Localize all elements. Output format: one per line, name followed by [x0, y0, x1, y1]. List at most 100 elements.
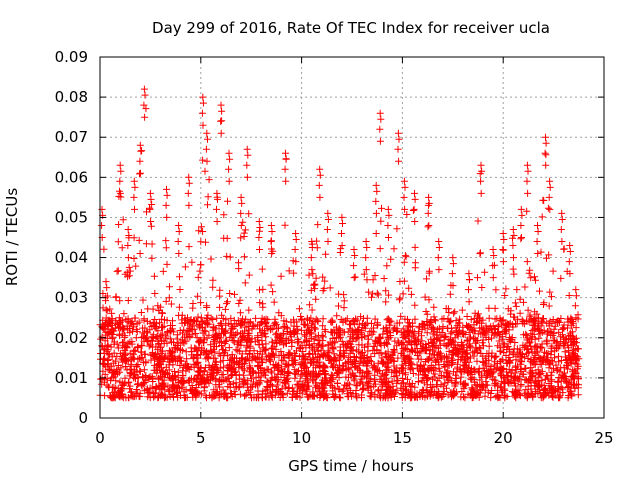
- data-point: [155, 306, 163, 314]
- data-point: [426, 392, 434, 400]
- data-point: [456, 345, 464, 353]
- data-point: [162, 244, 170, 252]
- data-point: [520, 298, 527, 306]
- data-point: [361, 343, 368, 351]
- data-point: [567, 322, 575, 330]
- data-point: [116, 177, 124, 185]
- data-point: [353, 328, 361, 336]
- data-point: [218, 107, 226, 115]
- data-point: [453, 365, 461, 373]
- data-point: [137, 381, 145, 389]
- data-point: [246, 388, 254, 396]
- data-point: [430, 367, 437, 375]
- data-point: [471, 389, 479, 396]
- data-point: [248, 375, 256, 383]
- data-point: [543, 354, 551, 362]
- data-point: [548, 293, 555, 301]
- data-point: [114, 344, 122, 352]
- data-point: [279, 391, 287, 399]
- data-point: [253, 321, 261, 329]
- data-point: [236, 309, 244, 317]
- data-point: [358, 327, 366, 335]
- data-point: [170, 355, 178, 363]
- data-point: [439, 323, 447, 331]
- data-point: [279, 336, 287, 344]
- data-point: [223, 300, 230, 308]
- data-point: [448, 324, 455, 332]
- data-point: [477, 350, 485, 357]
- data-point: [125, 232, 133, 239]
- data-point: [294, 335, 302, 343]
- data-point: [219, 346, 227, 354]
- data-point: [256, 224, 264, 231]
- data-point: [478, 284, 486, 291]
- data-point: [130, 350, 137, 358]
- data-point: [217, 117, 225, 125]
- data-point: [445, 309, 453, 316]
- data-point: [303, 379, 311, 387]
- data-point: [258, 265, 266, 273]
- data-point: [407, 290, 415, 298]
- data-point: [409, 207, 417, 214]
- data-point: [285, 349, 293, 357]
- data-point: [541, 149, 549, 157]
- data-point: [368, 327, 376, 335]
- data-point: [292, 236, 300, 243]
- data-point: [474, 217, 482, 225]
- data-point: [487, 394, 495, 402]
- data-point: [556, 342, 564, 350]
- data-point: [329, 361, 337, 369]
- data-point: [241, 279, 249, 287]
- data-point: [458, 341, 465, 349]
- data-point: [237, 209, 245, 217]
- data-point: [139, 296, 147, 304]
- data-point: [423, 375, 431, 382]
- data-point: [292, 392, 300, 400]
- data-point: [361, 358, 369, 366]
- data-point: [537, 248, 545, 256]
- data-point: [275, 388, 283, 396]
- data-point: [368, 293, 375, 301]
- data-point: [122, 356, 130, 364]
- data-point: [209, 323, 217, 331]
- data-point: [496, 343, 504, 351]
- data-point: [498, 365, 506, 373]
- data-point: [415, 355, 423, 363]
- data-point: [273, 364, 281, 372]
- data-point: [489, 322, 497, 330]
- data-point: [516, 372, 524, 380]
- data-point: [230, 316, 238, 324]
- data-point: [552, 386, 559, 394]
- data-point: [292, 258, 300, 266]
- data-point: [574, 391, 582, 399]
- data-point: [313, 343, 321, 351]
- data-point: [377, 392, 385, 400]
- data-point: [147, 195, 155, 203]
- data-point: [382, 362, 390, 370]
- x-tick-label: 10: [292, 429, 311, 447]
- data-point: [318, 332, 326, 339]
- data-point: [409, 319, 417, 327]
- data-point: [224, 394, 232, 402]
- data-point: [226, 253, 234, 261]
- data-point: [303, 328, 310, 336]
- data-point: [192, 360, 200, 368]
- data-point: [398, 339, 406, 347]
- data-point: [190, 353, 198, 361]
- data-point: [134, 374, 142, 382]
- data-point: [350, 274, 358, 282]
- data-point: [470, 334, 477, 342]
- data-point: [217, 334, 225, 342]
- data-point: [256, 299, 264, 307]
- data-point: [435, 238, 443, 245]
- data-point: [410, 328, 418, 336]
- data-point: [386, 321, 394, 329]
- data-point: [547, 348, 555, 356]
- data-point: [459, 330, 467, 338]
- data-point: [285, 369, 293, 377]
- data-point: [197, 390, 205, 398]
- data-point: [213, 189, 221, 197]
- data-point: [282, 149, 289, 157]
- data-point: [520, 389, 528, 397]
